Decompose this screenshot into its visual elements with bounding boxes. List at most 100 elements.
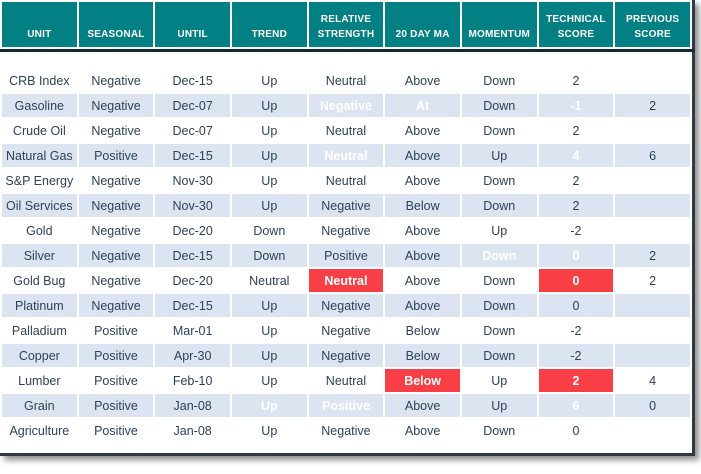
cell-until: Feb-10 [155,369,230,392]
cell-technical-score: 2 [538,119,614,142]
cell-previous-score [615,69,690,92]
cell-previous-score: 6 [615,144,690,167]
cell-until: Dec-07 [155,94,230,117]
cell-technical-score: 2 [538,194,614,217]
cell-trend: Up [231,94,307,117]
cell-technical-score: 0 [538,269,614,292]
cell-momentum: Down [461,319,537,342]
technical-score-table: UNIT SEASONAL UNTIL TREND RELATIVE STRENGTH 2… [0,0,695,456]
cell-previous-score [615,169,690,192]
cell-previous-score: 2 [615,94,690,117]
spacer-cell [231,54,307,67]
cell-until: Mar-01 [155,319,230,342]
cell-trend: Up [231,169,307,192]
cell-ma-20: Above [385,244,460,267]
table-row: Gold Negative Dec-20 Down Negative Above Up -2 [2,219,690,242]
table-body: CRB Index Negative Dec-15 Up Neutral Above Dow… [0,52,692,444]
header-row: UNIT SEASONAL UNTIL TREND RELATIVE STRENGTH 2… [2,2,690,47]
cell-momentum: Up [461,369,537,392]
cell-seasonal: Positive [78,344,154,367]
cell-until: Dec-07 [155,119,230,142]
table-row: Agriculture Positive Jan-08 Up Negative Above… [2,419,690,442]
cell-unit: Copper [2,344,77,367]
cell-momentum: Up [461,394,537,417]
cell-previous-score: 2 [615,244,690,267]
cell-ma-20: Below [385,194,460,217]
cell-relative-strength: Negative [308,419,384,442]
cell-ma-20: Above [385,294,460,317]
cell-seasonal: Negative [78,69,154,92]
cell-relative-strength: Neutral [308,69,384,92]
spacer-cell [385,54,460,67]
column-header-trend: TREND [231,2,307,47]
cell-until: Apr-30 [155,344,230,367]
cell-unit: Gasoline [2,94,77,117]
table-row: Silver Negative Dec-15 Down Positive Above Dow… [2,244,690,267]
table-row: Gasoline Negative Dec-07 Up Negative At Down -1… [2,94,690,117]
cell-trend: Up [231,294,307,317]
cell-technical-score: -1 [538,94,614,117]
cell-momentum: Down [461,344,537,367]
spacer-cell [308,54,384,67]
cell-momentum: Down [461,194,537,217]
cell-until: Dec-15 [155,144,230,167]
cell-trend: Up [231,419,307,442]
cell-technical-score: 0 [538,244,614,267]
header-separator [0,49,695,52]
table-row: S&P Energy Negative Nov-30 Up Neutral Above Do… [2,169,690,192]
cell-seasonal: Negative [78,169,154,192]
cell-trend: Up [231,369,307,392]
cell-relative-strength: Negative [308,219,384,242]
column-header-until: UNTIL [155,2,230,47]
cell-unit: S&P Energy [2,169,77,192]
cell-unit: Gold Bug [2,269,77,292]
spacer-cell [155,54,230,67]
spacer-cell [2,54,77,67]
column-header-relative-strength: RELATIVE STRENGTH [308,2,384,47]
cell-seasonal: Negative [78,119,154,142]
table-row: Oil Services Negative Nov-30 Up Negative Belo… [2,194,690,217]
cell-ma-20: Below [385,369,460,392]
cell-relative-strength: Negative [308,194,384,217]
cell-unit: Silver [2,244,77,267]
cell-relative-strength: Negative [308,319,384,342]
cell-unit: Grain [2,394,77,417]
cell-technical-score: 2 [538,69,614,92]
cell-seasonal: Negative [78,219,154,242]
cell-technical-score: 0 [538,419,614,442]
spacer-cell [538,54,614,67]
cell-unit: Crude Oil [2,119,77,142]
cell-seasonal: Positive [78,419,154,442]
cell-momentum: Up [461,219,537,242]
cell-trend: Up [231,144,307,167]
cell-unit: Lumber [2,369,77,392]
column-header-previous-score: PREVIOUS SCORE [615,2,690,47]
cell-unit: Palladium [2,319,77,342]
cell-trend: Up [231,319,307,342]
cell-until: Dec-15 [155,69,230,92]
cell-seasonal: Negative [78,269,154,292]
table-row: Platinum Negative Dec-15 Up Negative Above Dow… [2,294,690,317]
cell-previous-score [615,344,690,367]
cell-momentum: Down [461,119,537,142]
cell-trend: Up [231,194,307,217]
cell-previous-score [615,294,690,317]
cell-seasonal: Positive [78,144,154,167]
spacer-cell [615,54,690,67]
cell-ma-20: Above [385,219,460,242]
cell-until: Dec-20 [155,219,230,242]
cell-previous-score [615,194,690,217]
cell-technical-score: -2 [538,319,614,342]
cell-unit: Agriculture [2,419,77,442]
spacer-cell [461,54,537,67]
cell-technical-score: 2 [538,169,614,192]
cell-relative-strength: Neutral [308,144,384,167]
cell-ma-20: Above [385,269,460,292]
cell-momentum: Down [461,94,537,117]
cell-trend: Up [231,69,307,92]
cell-ma-20: Below [385,344,460,367]
table-row: CRB Index Negative Dec-15 Up Neutral Above Dow… [2,69,690,92]
cell-unit: Natural Gas [2,144,77,167]
cell-relative-strength: Neutral [308,169,384,192]
spacer-cell [78,54,154,67]
